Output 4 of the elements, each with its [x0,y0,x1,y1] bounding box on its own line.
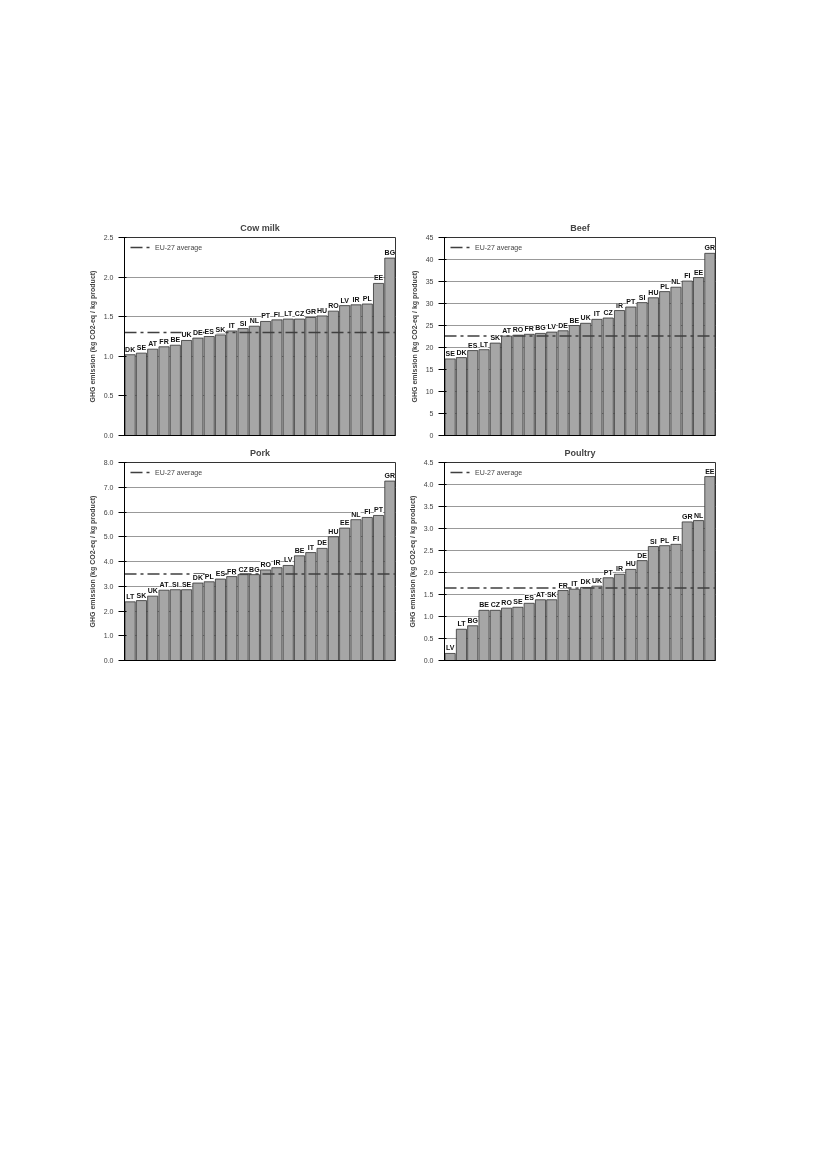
chart-title: Beef [570,222,591,233]
chart-title: Pork [250,447,271,458]
chart-title: Poultry [564,447,596,458]
chart-title: Cow milk [240,222,281,233]
